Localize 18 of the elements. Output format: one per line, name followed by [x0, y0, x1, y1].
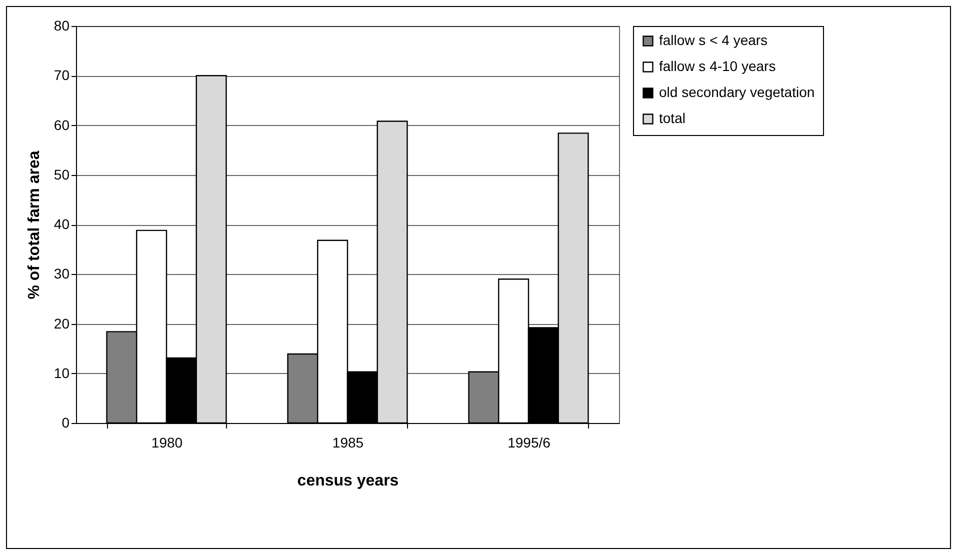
- y-tick-label: 20: [54, 315, 70, 332]
- y-tick-label: 10: [54, 364, 70, 381]
- legend-label: old secondary vegetation: [659, 84, 815, 100]
- legend-label: total: [659, 110, 686, 126]
- x-tick-label: 1980: [151, 434, 183, 450]
- y-tick-label: 30: [54, 266, 70, 282]
- x-tick-label: 1985: [332, 434, 364, 450]
- legend-label: fallow s < 4 years: [659, 32, 768, 48]
- y-axis-title: % of total farm area: [26, 150, 43, 300]
- y-tick-label: 0: [62, 414, 70, 430]
- y-tick-label: 60: [54, 116, 70, 133]
- y-tick-label: 50: [54, 166, 70, 182]
- y-tick-label: 70: [54, 67, 70, 84]
- y-tick-label: 40: [54, 216, 70, 232]
- x-tick-label: 1995/6: [508, 434, 551, 450]
- y-tick-label: 80: [54, 18, 70, 34]
- legend-label: fallow s 4-10 years: [659, 58, 776, 74]
- x-axis-title: census years: [297, 472, 399, 490]
